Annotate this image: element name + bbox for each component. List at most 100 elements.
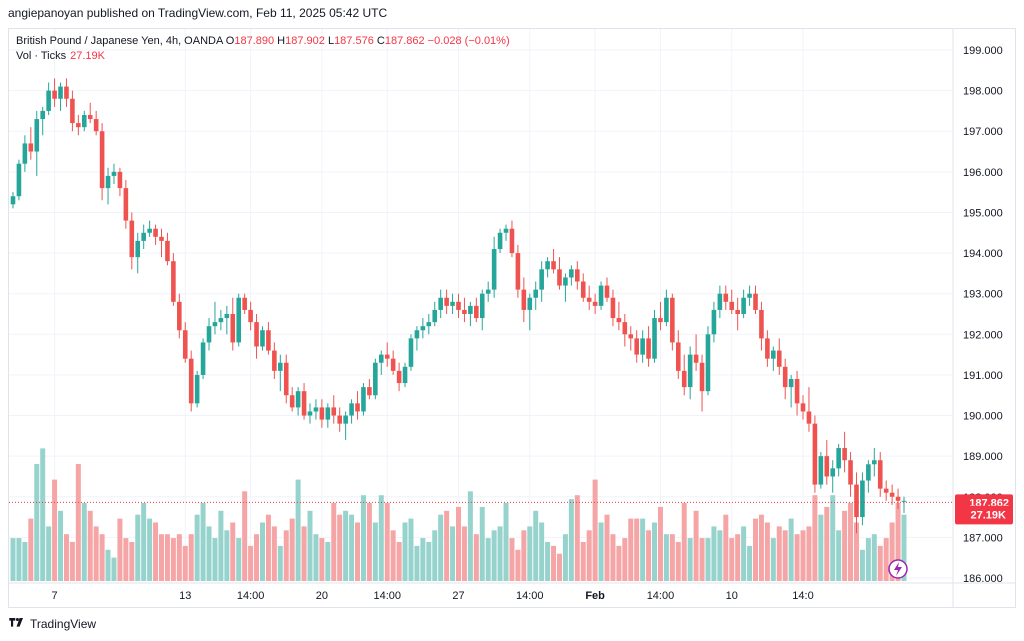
volume-bar — [794, 534, 800, 581]
x-tick-label: 27 — [452, 590, 464, 602]
volume-bar — [194, 514, 200, 581]
volume-bar — [75, 464, 81, 581]
candle-body — [634, 338, 639, 355]
volume-bar — [81, 503, 87, 581]
footer-brand[interactable]: TradingView — [8, 617, 96, 631]
volume-bar — [663, 534, 669, 581]
volume-bar — [776, 526, 782, 581]
candle-body — [349, 403, 354, 416]
chart-frame[interactable] — [8, 28, 1016, 608]
volume-bar — [533, 510, 539, 581]
candle-body — [604, 285, 610, 298]
candle-body — [218, 318, 224, 323]
x-tick-label: 10 — [726, 590, 738, 602]
volume-bar — [652, 522, 658, 581]
volume-bar — [824, 506, 830, 581]
volume-bar — [283, 530, 289, 581]
x-tick-label: 14:00 — [373, 590, 401, 602]
volume-bar — [717, 530, 723, 581]
candle-body — [242, 297, 247, 310]
candle-body — [842, 448, 847, 461]
candle-body — [521, 289, 527, 310]
volume-bar — [123, 538, 129, 581]
candle-body — [675, 342, 681, 371]
candle-body — [474, 305, 479, 319]
candle-body — [147, 228, 152, 233]
volume-bar — [640, 518, 646, 581]
candle-body — [456, 301, 461, 310]
volume-bar — [693, 510, 699, 581]
volume-bar — [366, 503, 372, 581]
volume-bar — [723, 514, 729, 581]
candle-body — [545, 261, 550, 270]
volume-bar — [40, 448, 46, 581]
candle-body — [182, 330, 188, 359]
volume-bar — [764, 522, 770, 581]
volume-bar — [34, 464, 40, 581]
volume-bar — [521, 530, 527, 581]
tradingview-logo-icon — [9, 618, 23, 627]
candle-body — [681, 370, 687, 388]
volume-bar — [426, 542, 432, 581]
publisher-line: angiepanoyan published on TradingView.co… — [8, 6, 388, 20]
candle-body — [759, 309, 764, 339]
candle-body — [129, 220, 135, 258]
candle-body — [497, 232, 503, 250]
candle-body — [646, 338, 651, 359]
y-tick-label: 197.000 — [963, 126, 1003, 138]
volume-bar — [871, 534, 877, 581]
candle-body — [551, 261, 556, 270]
candle-body — [889, 492, 895, 497]
volume-bar — [812, 495, 818, 581]
candle-body — [390, 358, 396, 371]
candle-body — [81, 114, 87, 128]
x-tick-label: 14:00 — [516, 590, 544, 602]
candle-body — [854, 484, 859, 518]
volume-bar — [865, 538, 871, 581]
x-tick-label: 14:00 — [647, 590, 675, 602]
volume-bar — [200, 503, 206, 581]
volume-bar — [259, 522, 265, 581]
candle-body — [883, 488, 889, 493]
volume-badge-value: 27.19K — [971, 510, 1007, 522]
volume-bar — [574, 495, 580, 581]
candle-body — [664, 297, 669, 323]
volume-bar — [307, 510, 313, 581]
y-tick-label: 199.000 — [963, 45, 1003, 57]
candle-body — [444, 297, 449, 306]
volume-label: Vol · Ticks — [16, 50, 67, 62]
candle-body — [485, 289, 491, 294]
symbol-name: British Pound / Japanese Yen, 4h, OANDA — [16, 35, 223, 47]
volume-bar — [301, 526, 307, 581]
volume-bar — [586, 530, 592, 581]
candle-body — [563, 277, 568, 286]
volume-bar — [420, 538, 426, 581]
volume-bar — [313, 534, 319, 581]
candle-body — [723, 293, 729, 302]
candle-body — [141, 232, 146, 241]
y-tick-label: 194.000 — [963, 248, 1003, 260]
close-label: C — [376, 35, 385, 47]
candle-body — [76, 123, 81, 128]
candle-body — [52, 90, 57, 99]
candle-body — [426, 322, 432, 327]
candle-body — [670, 297, 675, 343]
volume-bar — [699, 538, 705, 581]
volume-bar — [372, 522, 378, 581]
y-tick-label: 195.000 — [963, 207, 1003, 219]
volume-bar — [355, 522, 361, 581]
volume-bar — [10, 538, 16, 581]
candle-body — [765, 338, 770, 359]
candle-body — [236, 297, 242, 343]
candle-body — [396, 370, 402, 384]
y-tick-label: 190.000 — [963, 411, 1003, 423]
candle-body — [479, 293, 485, 319]
volume-bar — [562, 534, 568, 581]
candle-body — [687, 354, 693, 388]
volume-bar — [432, 530, 438, 581]
change-value: −0.028 (−0.01%) — [427, 35, 510, 47]
candle-body — [378, 354, 384, 363]
y-tick-label: 191.000 — [963, 370, 1003, 382]
volume-bar — [889, 522, 895, 581]
